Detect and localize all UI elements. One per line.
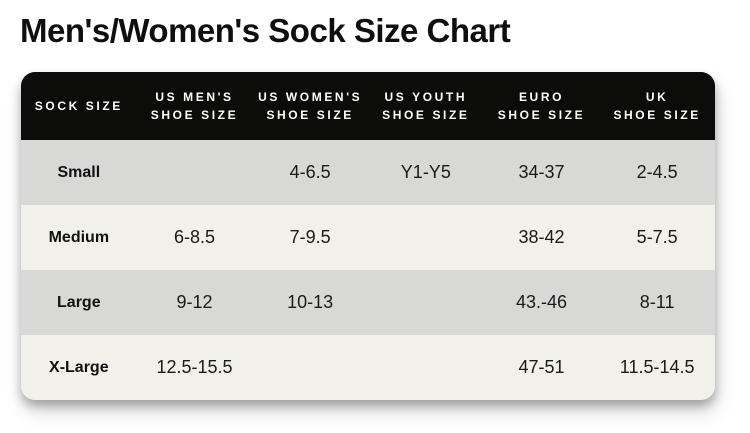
column-header-sock-size: SOCK SIZE bbox=[21, 72, 137, 140]
table-row-large: Large 9-12 10-13 43.-46 8-11 bbox=[21, 270, 715, 335]
header-line: SHOE SIZE bbox=[382, 108, 470, 122]
page-title: Men's/Women's Sock Size Chart bbox=[20, 12, 511, 49]
table-cell bbox=[252, 335, 368, 400]
table-cell: Y1-Y5 bbox=[400, 162, 451, 182]
sock-size-chart-table: SOCK SIZE US MEN'S SHOE SIZE US WOMEN'S … bbox=[21, 72, 715, 400]
header-line: EURO bbox=[518, 90, 565, 104]
table-cell: 8-11 bbox=[639, 292, 675, 312]
column-header-uk: UK SHOE SIZE bbox=[599, 72, 715, 140]
table-cell: 9-12 bbox=[176, 292, 213, 312]
header-line: SHOE SIZE bbox=[497, 108, 586, 122]
table-cell: 11.5-14.5 bbox=[619, 357, 695, 377]
table-cell: 34-37 bbox=[518, 162, 565, 182]
header-line: SHOE SIZE bbox=[613, 108, 701, 122]
table-cell: X-Large bbox=[49, 358, 109, 376]
table-cell bbox=[137, 140, 253, 205]
table-cell: 10-13 bbox=[287, 292, 334, 312]
column-header-euro: EURO SHOE SIZE bbox=[484, 72, 600, 140]
column-header-us-youth: US YOUTH SHOE SIZE bbox=[368, 72, 484, 140]
table-cell: 6-8.5 bbox=[173, 227, 215, 247]
table-cell: 12.5-15.5 bbox=[156, 357, 233, 377]
header-line: US MEN'S bbox=[155, 90, 234, 104]
header-line: SHOE SIZE bbox=[266, 108, 354, 122]
table-cell: 5-7.5 bbox=[636, 227, 678, 247]
header-line: SHOE SIZE bbox=[150, 108, 239, 122]
table-cell: 43.-46 bbox=[515, 292, 568, 312]
table-cell: Medium bbox=[48, 228, 110, 246]
table-row-small: Small 4-6.5 Y1-Y5 34-37 2-4.5 bbox=[21, 140, 715, 205]
table-cell: 2-4.5 bbox=[636, 162, 678, 182]
table-cell: Large bbox=[57, 293, 101, 311]
table-row-medium: Medium 6-8.5 7-9.5 38-42 5-7.5 bbox=[21, 205, 715, 270]
table-cell: 4-6.5 bbox=[289, 162, 331, 182]
table-cell: Small bbox=[57, 163, 101, 181]
header-line: UK bbox=[645, 90, 669, 104]
column-header-us-womens: US WOMEN'S SHOE SIZE bbox=[252, 72, 368, 140]
table-header-row: SOCK SIZE US MEN'S SHOE SIZE US WOMEN'S … bbox=[21, 72, 715, 140]
table-cell: 7-9.5 bbox=[289, 227, 331, 247]
header-line: US WOMEN'S bbox=[258, 90, 363, 104]
header-line: US YOUTH bbox=[384, 90, 468, 104]
header-line: SOCK SIZE bbox=[34, 99, 123, 113]
column-header-us-mens: US MEN'S SHOE SIZE bbox=[137, 72, 253, 140]
table-cell bbox=[368, 335, 484, 400]
table-cell bbox=[368, 205, 484, 270]
table-row-x-large: X-Large 12.5-15.5 47-51 11.5-14.5 bbox=[21, 335, 715, 400]
table-cell: 47-51 bbox=[518, 357, 565, 377]
table-cell bbox=[368, 270, 484, 335]
table-cell: 38-42 bbox=[518, 227, 565, 247]
